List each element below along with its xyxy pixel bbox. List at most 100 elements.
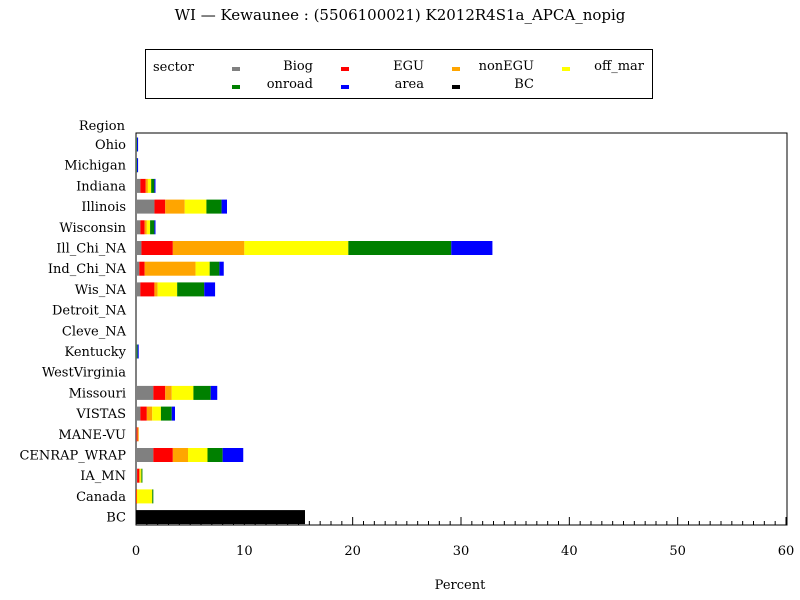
bar-michigan-onroad	[136, 158, 138, 173]
bar-vistas-area	[171, 406, 175, 421]
bar-mane-vu-nonegu	[137, 427, 139, 442]
legend-title: sector	[153, 60, 194, 75]
bar-missouri-biog	[136, 385, 154, 400]
bar-ia-mn-biog	[136, 468, 138, 483]
x-tick-label-0: 0	[132, 544, 140, 559]
y-tick-label-ohio: Ohio	[95, 138, 126, 153]
legend-swatch-egu	[341, 67, 349, 71]
legend-item-egu: EGU	[341, 59, 424, 77]
bar-illinois-onroad	[206, 199, 222, 214]
bar-wis-na-nonegu	[154, 282, 158, 297]
bar-illinois-biog	[136, 199, 155, 214]
y-tick-label-ia-mn: IA_MN	[80, 469, 126, 484]
bar-ia-mn-off-mar	[140, 468, 142, 483]
legend-label-area: area	[394, 77, 424, 92]
y-tick-label-cenrap-wrap: CENRAP_WRAP	[19, 449, 126, 464]
bar-bc-bc	[136, 510, 305, 525]
bar-cenrap-wrap-area	[222, 448, 244, 462]
y-tick-label-westvirginia: WestVirginia	[42, 366, 126, 381]
bar-ohio-onroad	[136, 137, 138, 152]
bar-wis-na-onroad	[177, 282, 205, 297]
x-tick-label-30: 30	[453, 544, 470, 559]
bars-group	[136, 137, 493, 525]
bar-wis-na-egu	[140, 282, 155, 297]
y-axis-label: Region	[79, 119, 126, 134]
bar-michigan-biog	[136, 158, 137, 173]
legend-swatch-nonegu	[452, 67, 460, 71]
legend-label-onroad: onroad	[266, 77, 313, 92]
bar-ohio-biog	[136, 137, 137, 152]
y-tick-label-illinois: Illinois	[81, 200, 126, 215]
y-tick-label-ill-chi-na: Ill_Chi_NA	[56, 242, 126, 257]
bar-cenrap-wrap-onroad	[207, 448, 223, 462]
bar-illinois-off-mar	[184, 199, 207, 214]
bar-ind-chi-na-nonegu	[144, 261, 196, 276]
bar-vistas-biog	[136, 406, 141, 421]
legend-item-offmar: off_mar	[562, 59, 644, 77]
bar-illinois-area	[221, 199, 227, 214]
bar-ohio-area	[137, 137, 139, 152]
bar-ill-chi-na-off-mar	[244, 241, 349, 255]
legend-item-biog: Biog	[232, 59, 313, 77]
bar-wisconsin-off-mar	[146, 220, 151, 235]
bar-ind-chi-na-biog	[136, 261, 140, 276]
y-tick-label-ind-chi-na: Ind_Chi_NA	[48, 262, 127, 277]
bar-ill-chi-na-nonegu	[172, 241, 245, 255]
bar-missouri-off-mar	[171, 385, 194, 400]
bar-ia-mn-onroad	[141, 468, 143, 483]
bar-wisconsin-egu	[140, 220, 145, 235]
legend-label-egu: EGU	[393, 59, 424, 74]
bar-canada-off-mar	[137, 489, 153, 504]
bar-ind-chi-na-off-mar	[195, 261, 210, 276]
y-tick-label-detroit-na: Detroit_NA	[52, 304, 127, 319]
bar-indiana-onroad	[151, 178, 155, 193]
legend-swatch-onroad	[232, 85, 240, 89]
legend: sector Biog EGU nonEGU off_mar onroad ar…	[145, 49, 653, 99]
bar-missouri-area	[210, 385, 218, 400]
bar-kentucky-biog	[136, 344, 137, 359]
bar-cenrap-wrap-off-mar	[188, 448, 208, 462]
bar-wisconsin-area	[154, 220, 156, 235]
bar-wisconsin-onroad	[150, 220, 155, 235]
plot-frame	[135, 132, 788, 526]
x-axis-ticks: 0 10 20 30 40 50 60	[132, 517, 794, 559]
legend-label-biog: Biog	[283, 59, 313, 74]
bar-canada-nonegu	[136, 489, 138, 504]
bar-mane-vu-biog	[136, 427, 137, 442]
bar-cenrap-wrap-nonegu	[172, 448, 188, 462]
y-tick-label-vistas: VISTAS	[75, 407, 126, 422]
bar-ill-chi-na-egu	[141, 241, 173, 255]
bar-wis-na-off-mar	[157, 282, 178, 297]
y-tick-labels: Ohio Michigan Indiana Illinois Wisconsin Ill_…	[19, 138, 126, 526]
legend-item-area: area	[341, 77, 424, 95]
bar-ind-chi-na-onroad	[209, 261, 220, 276]
legend-label-bc: BC	[514, 77, 534, 92]
bar-ill-chi-na-onroad	[348, 241, 452, 255]
legend-swatch-biog	[232, 67, 240, 71]
bar-indiana-egu	[140, 178, 146, 193]
bar-wis-na-area	[204, 282, 216, 297]
legend-item-nonegu: nonEGU	[452, 59, 534, 77]
y-tick-label-michigan: Michigan	[64, 159, 126, 174]
bar-mane-vu-egu	[136, 427, 138, 442]
y-tick-label-wis-na: Wis_NA	[75, 283, 127, 298]
bar-indiana-off-mar	[147, 178, 152, 193]
bar-canada-egu	[136, 489, 137, 504]
bar-indiana-nonegu	[145, 178, 148, 193]
bar-missouri-onroad	[193, 385, 211, 400]
bar-ill-chi-na-area	[451, 241, 493, 255]
bar-kentucky-area	[137, 344, 139, 359]
bar-indiana-area	[154, 178, 156, 193]
bar-wis-na-biog	[136, 282, 141, 297]
y-tick-label-canada: Canada	[76, 490, 126, 505]
legend-swatch-offmar	[562, 67, 570, 71]
bar-kentucky-onroad	[136, 344, 138, 359]
bar-ia-mn-egu	[137, 468, 140, 483]
bar-wisconsin-nonegu	[144, 220, 147, 235]
legend-swatch-bc	[452, 85, 460, 89]
bar-cenrap-wrap-egu	[153, 448, 173, 462]
x-axis-label: Percent	[435, 578, 486, 593]
x-tick-label-20: 20	[344, 544, 361, 559]
legend-swatch-area	[341, 85, 349, 89]
